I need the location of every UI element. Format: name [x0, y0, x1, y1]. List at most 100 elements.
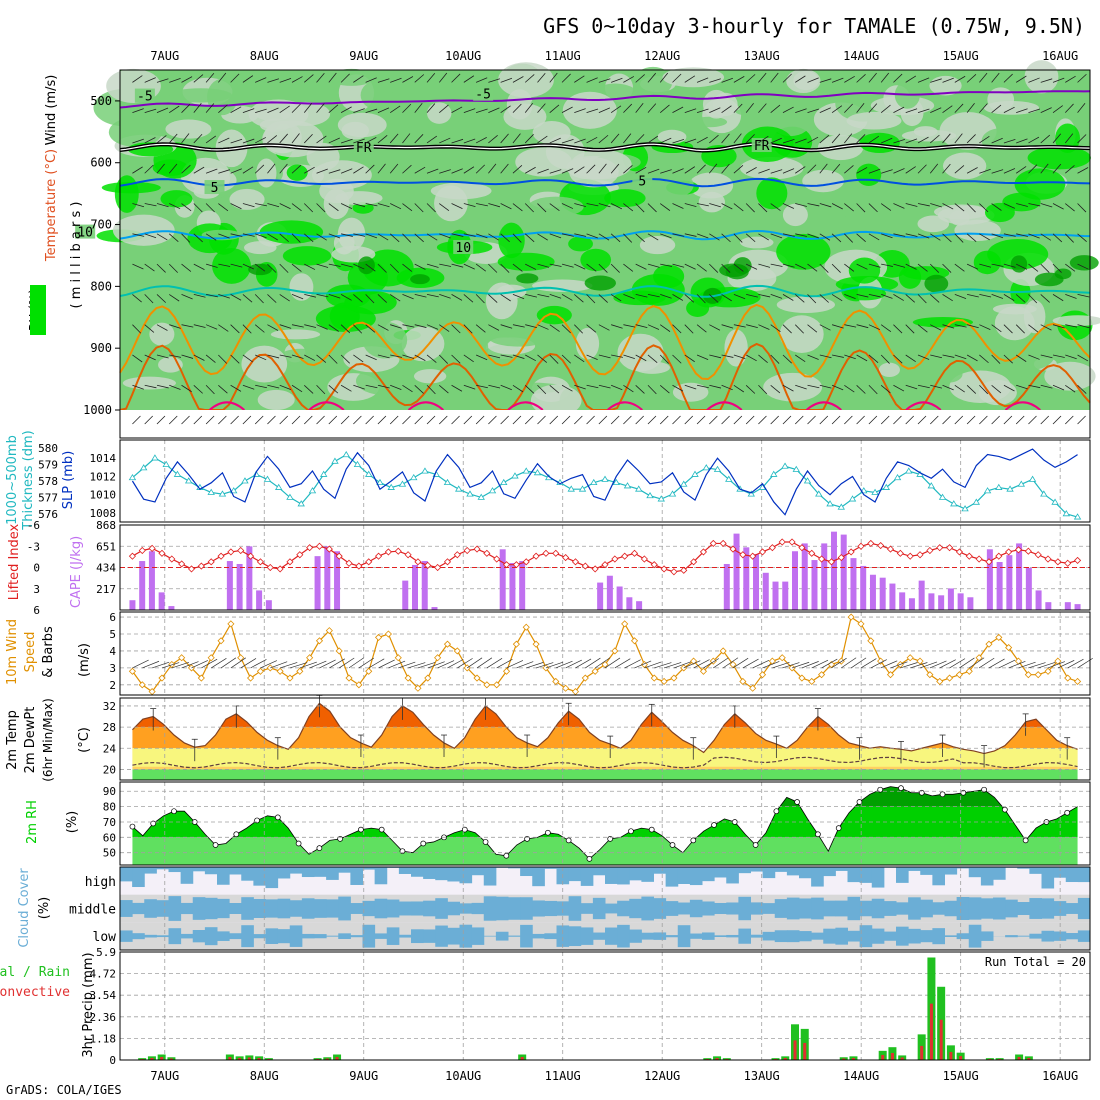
wind-barb: [647, 103, 657, 113]
wind-barb: [181, 103, 191, 113]
wind-barb: [586, 233, 598, 239]
surface-wind-barb: [537, 415, 546, 425]
surface-wind-barb: [205, 415, 215, 425]
wind-barb: [647, 263, 660, 268]
cloud-bar-high: [1029, 867, 1042, 874]
cloud-bar-low: [1065, 933, 1079, 940]
surface-wind-barb: [488, 415, 497, 425]
wind-barb: [279, 203, 291, 210]
wind-barb: [991, 263, 1004, 267]
rh-cell: [917, 215, 950, 233]
thickness-line-point: [342, 450, 350, 458]
cloud-bar-low: [702, 932, 715, 940]
wind-barb: [782, 263, 795, 268]
wind-barb: [1052, 384, 1065, 391]
wind-barb: [389, 163, 399, 174]
wind-barb: [377, 107, 390, 114]
surface-wind-barb: [893, 415, 902, 425]
wind-barb-10m: [585, 657, 601, 669]
wind-barb-10m: [309, 660, 327, 669]
surface-wind-barb: [316, 415, 325, 425]
wind-barb: [905, 233, 918, 237]
wind-barb: [610, 163, 620, 174]
y-tick-wind: 2: [109, 679, 116, 692]
wind-barb: [647, 72, 656, 83]
wind-barb: [598, 384, 611, 389]
wind-barb-10m: [388, 660, 406, 669]
cloud-bar-middle: [1029, 898, 1042, 919]
lifted-index-line-point: [601, 561, 609, 569]
wind-barb: [402, 384, 413, 393]
temp-band-dew: [132, 769, 1078, 780]
wind-barb: [880, 384, 891, 394]
cloud-bar-high: [980, 867, 994, 886]
wind-speed-line-point: [877, 657, 885, 665]
cape-bar: [860, 565, 867, 610]
cloud-bar-low: [411, 929, 424, 944]
rh-cell-dark: [924, 274, 949, 293]
wind-barb-10m: [772, 661, 790, 669]
wind-barb: [819, 163, 828, 174]
wind-barb: [463, 233, 476, 237]
wind-barb: [905, 294, 915, 303]
wind-barb: [365, 203, 378, 207]
wind-barb-10m: [201, 658, 218, 669]
wind-barb: [856, 203, 866, 213]
wind-barb: [426, 263, 439, 268]
cloud-bar-high: [301, 867, 315, 878]
wind-barb-10m: [161, 662, 180, 669]
wind-barb: [156, 78, 169, 83]
wind-barb: [586, 263, 597, 272]
wind-barb-10m: [496, 658, 513, 669]
cloud-bar-high: [544, 867, 557, 869]
rh-cell: [241, 345, 288, 383]
thickness-line-point: [421, 467, 429, 474]
wind-barb: [1077, 384, 1087, 394]
wind-barb: [549, 72, 558, 83]
wind-barb: [672, 138, 685, 144]
wind-barb: [856, 263, 868, 270]
wind-barb: [893, 106, 905, 114]
wind-barb: [549, 324, 560, 332]
rh2m-point: [461, 826, 468, 833]
rh-cell: [568, 236, 593, 252]
wind-barb: [267, 354, 280, 359]
ylabel-temp-1: 2m Temp: [5, 710, 20, 770]
cape-bar: [402, 580, 409, 610]
wind-barb: [917, 384, 930, 389]
cloud-bar-high: [459, 867, 473, 884]
rh-cell-dark: [516, 273, 539, 284]
wind-barb: [1040, 203, 1053, 208]
cloud-bar-high: [689, 867, 703, 886]
contour-label-bg: [353, 139, 374, 154]
wind-barb: [402, 133, 411, 144]
rh-cell: [653, 264, 685, 289]
rh-cell: [528, 196, 584, 217]
rh-cell: [1027, 146, 1091, 170]
wind-barb: [402, 324, 415, 328]
precip-convective-bar: [851, 1057, 855, 1060]
thickness-line-point: [590, 478, 598, 486]
lifted-index-line-point: [335, 552, 343, 560]
x-tick-bottom: 11AUG: [545, 1069, 581, 1083]
cape-bar: [324, 546, 331, 610]
wind-barb: [304, 324, 317, 328]
wind-barb: [463, 75, 475, 83]
cloud-bar-low: [968, 924, 982, 948]
wind-barb: [291, 233, 301, 243]
wind-barb: [267, 384, 280, 389]
x-tick-top: 7AUG: [150, 49, 179, 63]
wind-barb: [1016, 233, 1028, 237]
lifted-index-line-point: [522, 558, 530, 566]
rh2m-point: [648, 826, 655, 833]
lifted-index-line-point: [493, 555, 501, 563]
wind-barb: [721, 233, 731, 243]
cloud-bar-middle: [592, 897, 606, 920]
wind-barb: [807, 233, 819, 239]
wind-barb-10m: [644, 661, 662, 669]
wind-speed-line-point: [1005, 644, 1013, 652]
wind-barb-10m: [1038, 661, 1056, 669]
cloud-bar-low: [435, 925, 448, 947]
lifted-index-line-point: [306, 544, 314, 552]
